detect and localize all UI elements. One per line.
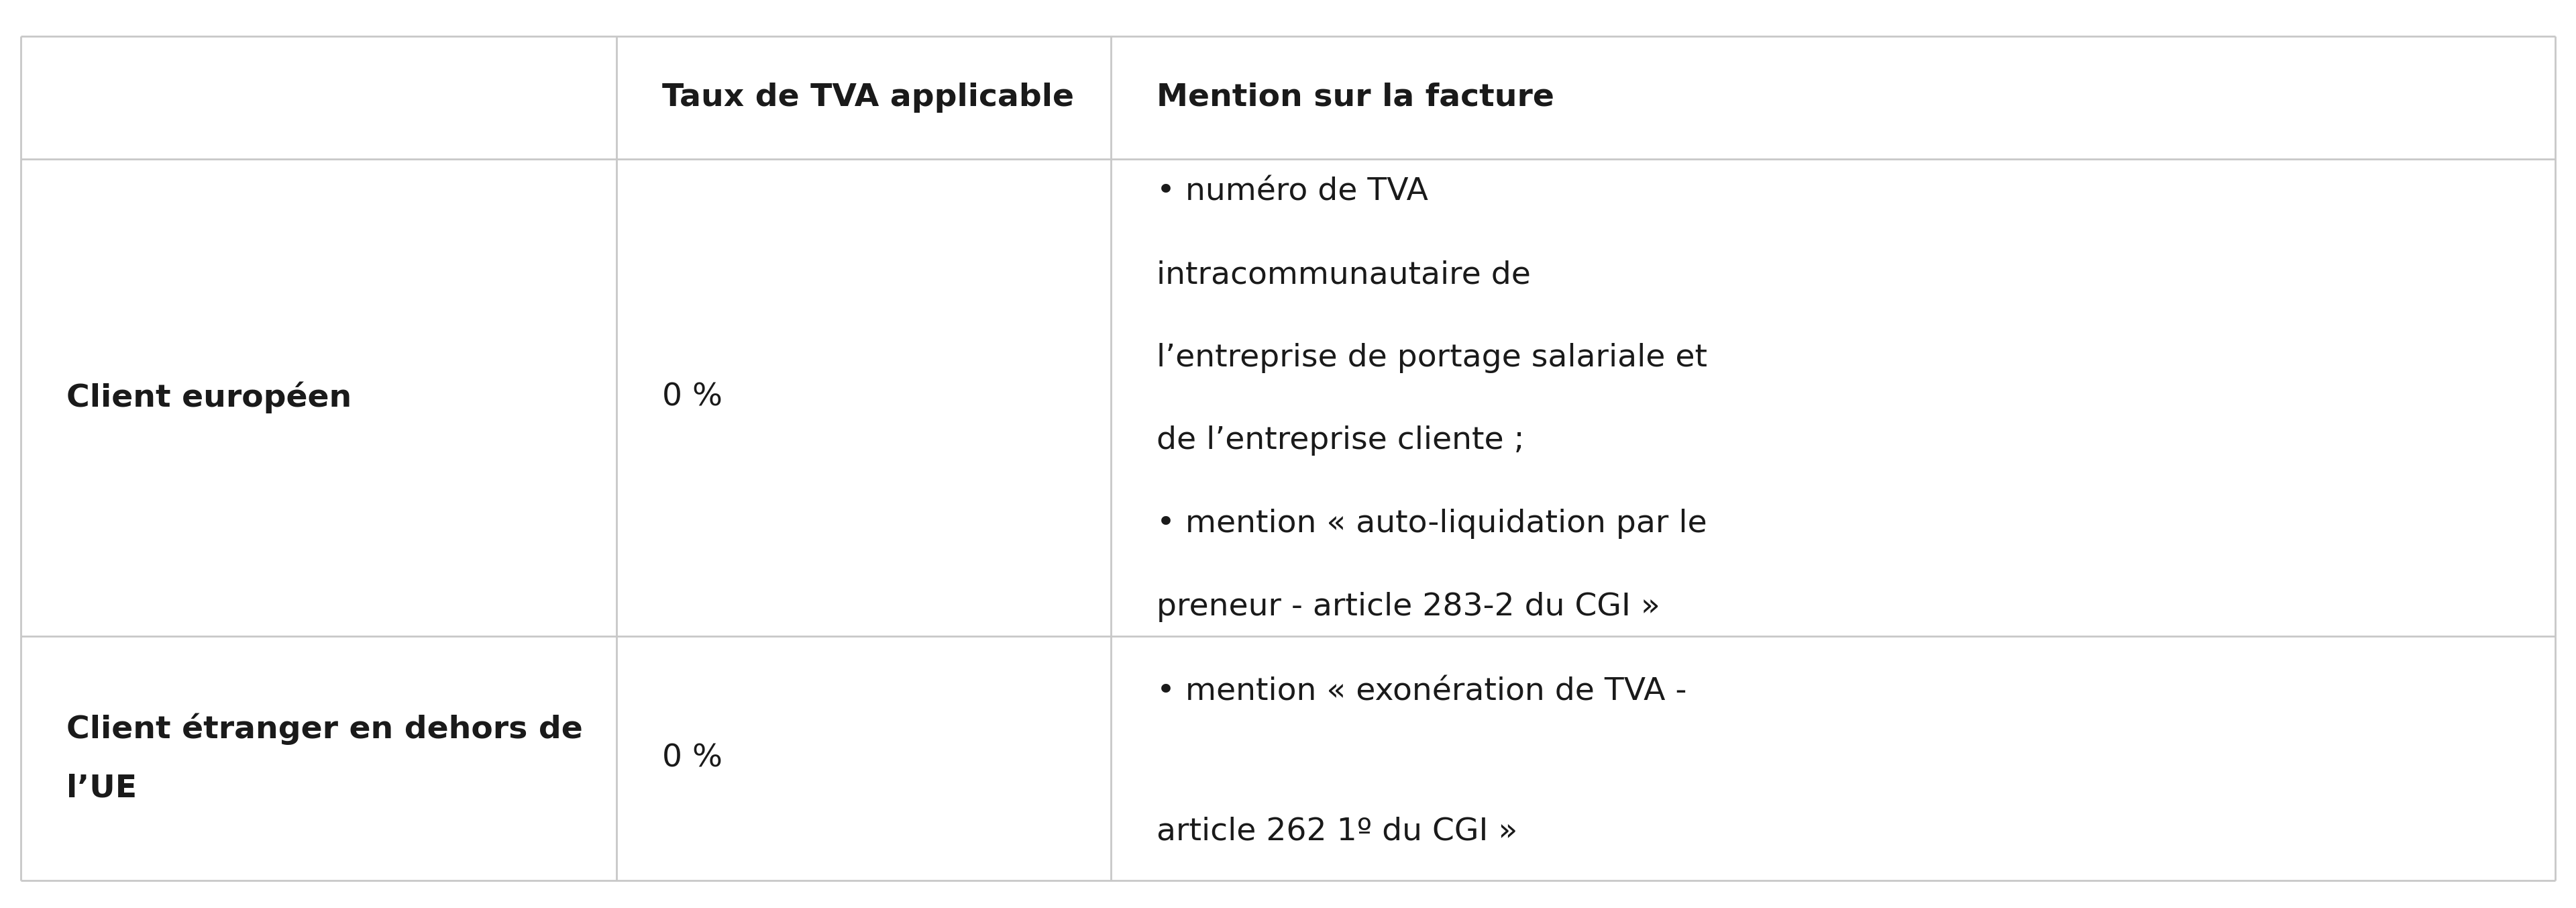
Text: de l’entreprise cliente ;: de l’entreprise cliente ; (1157, 426, 1525, 456)
Text: Client étranger en dehors de
l’UE: Client étranger en dehors de l’UE (67, 713, 582, 804)
Text: • numéro de TVA: • numéro de TVA (1157, 177, 1427, 207)
Text: Mention sur la facture: Mention sur la facture (1157, 83, 1553, 113)
Text: article 262 1º du CGI »: article 262 1º du CGI » (1157, 816, 1517, 847)
Text: Taux de TVA applicable: Taux de TVA applicable (662, 83, 1074, 113)
Text: l’entreprise de portage salariale et: l’entreprise de portage salariale et (1157, 343, 1708, 373)
Text: 0 %: 0 % (662, 744, 721, 774)
Text: • mention « exonération de TVA -: • mention « exonération de TVA - (1157, 676, 1687, 707)
Text: Client européen: Client européen (67, 381, 350, 413)
Text: intracommunautaire de: intracommunautaire de (1157, 260, 1530, 290)
Text: 0 %: 0 % (662, 382, 721, 412)
Text: preneur - article 283-2 du CGI »: preneur - article 283-2 du CGI » (1157, 592, 1659, 622)
Text: • mention « auto-liquidation par le: • mention « auto-liquidation par le (1157, 508, 1708, 539)
